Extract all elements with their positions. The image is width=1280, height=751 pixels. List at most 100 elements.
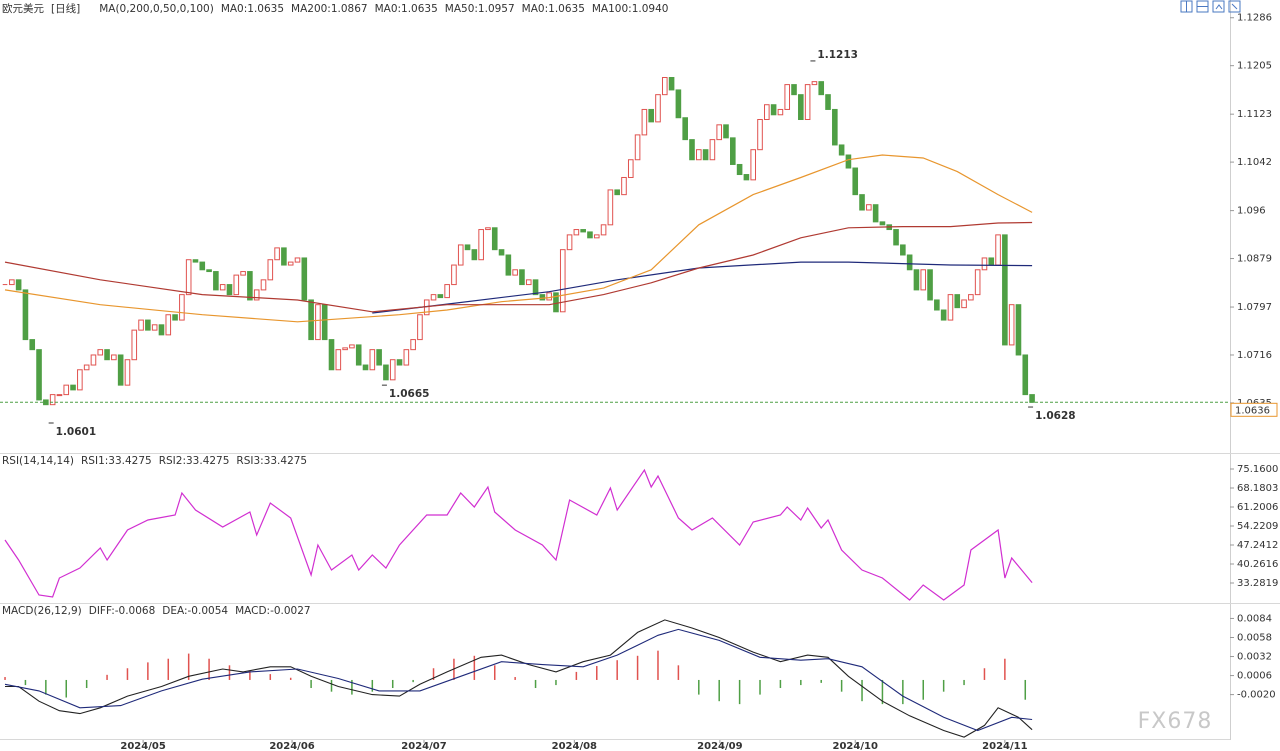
y-tick-label: 40.2616 — [1237, 559, 1278, 570]
toolbar-icons — [1180, 0, 1241, 13]
candle — [274, 247, 280, 261]
candle — [233, 274, 240, 296]
y-tick-label: 33.2819 — [1237, 578, 1278, 589]
macd-bar — [902, 679, 904, 705]
candle — [641, 108, 648, 136]
candle — [872, 204, 879, 223]
macd-bar — [85, 679, 88, 689]
y-tick-label: 1.0716 — [1237, 350, 1272, 361]
legend-entry: MA0:1.0635 — [522, 3, 585, 15]
candle — [954, 294, 961, 309]
candle — [451, 264, 457, 286]
macd-bar — [126, 668, 129, 680]
macd-bar — [269, 674, 272, 680]
candle — [457, 244, 464, 266]
macd-bar — [289, 677, 292, 680]
candle — [730, 137, 736, 165]
candle — [369, 349, 376, 371]
candle — [410, 339, 416, 351]
candle — [253, 289, 260, 301]
candle — [260, 279, 267, 291]
candle — [444, 284, 450, 299]
candle — [845, 154, 852, 169]
candle — [587, 231, 593, 239]
candle — [1029, 394, 1035, 403]
candle — [621, 176, 627, 196]
moving-average-line — [4, 221, 1033, 313]
candle — [757, 119, 763, 151]
legend-entry: MA100:1.0940 — [592, 3, 669, 15]
candle — [199, 261, 206, 271]
candle — [927, 269, 933, 301]
macd-bar — [677, 665, 680, 680]
macd-bar — [657, 650, 659, 680]
candle — [818, 81, 825, 96]
macd-bar — [861, 679, 863, 702]
indicator-label: MACD(26,12,9) — [2, 605, 82, 617]
chart-subtitle: [日线] — [51, 2, 80, 15]
candle — [770, 104, 777, 116]
y-tick-label: 1.096 — [1237, 206, 1266, 217]
panel: 1.1286 1.1205 1.1123 1.1042 1.096 1.0879 1.079… — [0, 2, 1278, 438]
macd-bar — [412, 679, 414, 683]
candle — [906, 254, 913, 271]
candle — [682, 117, 688, 141]
macd-bar — [249, 670, 251, 680]
extreme-label: 1.1213 — [817, 49, 858, 61]
candle — [934, 299, 940, 311]
candle — [1008, 304, 1015, 346]
icon-button[interactable] — [1228, 0, 1241, 13]
x-tick-label: 2024/06 — [269, 741, 314, 751]
x-tick-label: 2024/07 — [401, 741, 446, 751]
candle — [968, 294, 974, 301]
macd-bar — [698, 679, 700, 695]
macd-bar — [147, 662, 149, 680]
candle — [138, 319, 144, 331]
icon-button[interactable] — [1212, 0, 1225, 13]
y-tick-label: 1.0879 — [1237, 254, 1272, 265]
candle — [580, 229, 586, 233]
macd-bar — [310, 679, 312, 689]
candle — [15, 279, 22, 291]
candle — [981, 257, 988, 271]
candle — [90, 354, 97, 366]
candle — [349, 344, 355, 349]
candle — [750, 149, 757, 181]
candle — [321, 304, 328, 341]
candle — [491, 227, 498, 251]
legend-entry: MA0:1.0635 — [221, 3, 284, 15]
macd-bar — [718, 679, 720, 702]
candle — [988, 257, 995, 266]
candle — [811, 81, 818, 86]
candle — [512, 269, 518, 276]
candle — [614, 189, 620, 196]
candle — [777, 108, 784, 116]
y-tick-label: 0.0032 — [1237, 652, 1272, 663]
macd-bar — [391, 679, 394, 689]
macd-bar — [351, 679, 353, 695]
panel: 0.0084 0.0058 0.0032 0.0006 -0.0020 MACD(26,1… — [2, 605, 1276, 751]
macd-bar — [24, 679, 27, 686]
icon-detail — [1215, 4, 1223, 10]
legend-entry: RSI3:33.4275 — [236, 455, 307, 467]
y-tick-label: 1.0797 — [1237, 302, 1272, 313]
y-tick-label: 0.0058 — [1237, 632, 1272, 643]
y-tick-label: 0.0006 — [1237, 671, 1272, 682]
candle — [396, 359, 403, 366]
candle — [695, 149, 702, 161]
candle — [267, 259, 274, 281]
candle — [825, 94, 831, 110]
macd-bar — [840, 679, 843, 692]
candle — [172, 314, 178, 321]
legend-entry: MA50:1.0957 — [445, 3, 515, 15]
candle — [437, 294, 444, 299]
candle — [335, 349, 342, 371]
candle — [70, 384, 76, 391]
candle — [546, 292, 552, 301]
extreme-label: 1.0665 — [389, 388, 430, 400]
last-price-box — [1230, 402, 1278, 417]
candle — [838, 144, 845, 156]
watermark: FX678 — [1138, 709, 1213, 734]
candle — [145, 319, 151, 331]
